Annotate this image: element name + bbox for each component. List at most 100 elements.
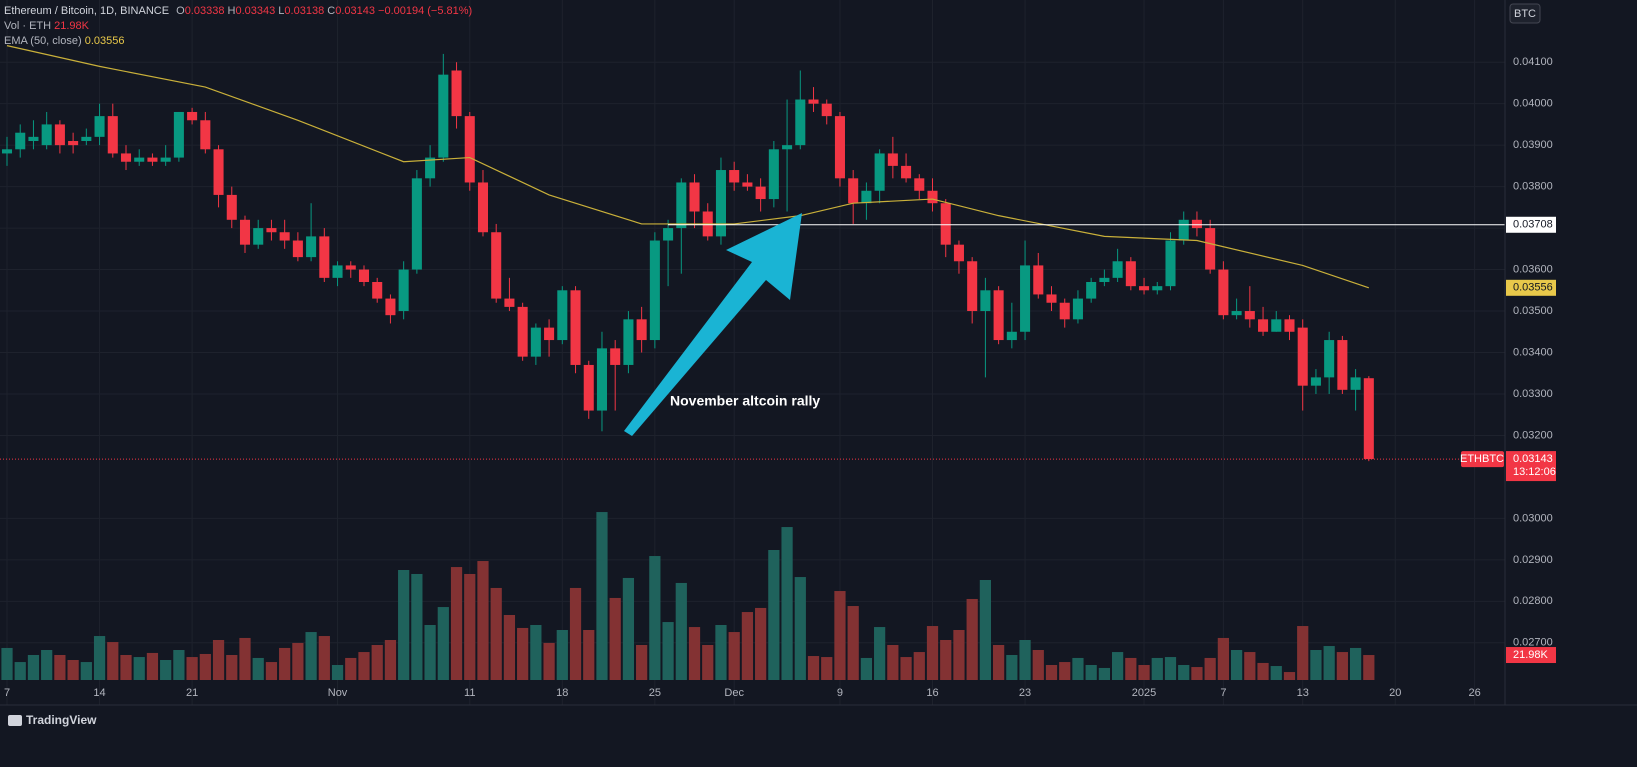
volume-bar [107,642,119,680]
volume-bar [93,636,106,680]
volume-bar [160,660,172,680]
volume-bar [371,645,383,680]
volume-bar [900,657,912,680]
volume-bar [556,630,568,680]
candle-body [266,228,277,233]
candle-body [1205,228,1216,270]
volume-bar [794,577,806,680]
volume-bar [860,657,873,680]
volume-bar [768,550,780,680]
volume-bar [331,665,344,680]
x-tick-label: Nov [328,687,348,699]
volume-bar [1138,665,1150,680]
volume-bar [1045,665,1058,680]
volume-bar [728,632,740,680]
candle-body [1244,311,1255,320]
volume-bar [120,655,132,680]
candle-body [940,203,951,245]
volume-bar [1204,657,1216,680]
h-value: 0.03343 [235,5,275,17]
volume-bar [649,556,661,680]
candle-body [623,319,634,365]
volume-bar [186,657,198,680]
candle-body [1258,319,1269,332]
candle-body [319,236,330,278]
overlay-layer [0,45,1505,460]
volume-bar [1270,666,1282,680]
candle-body [927,190,938,204]
symbol-box [1461,451,1504,468]
candle-body [715,170,726,237]
candle-body [663,228,674,241]
candle-body [544,327,555,341]
candle-body [372,282,383,299]
candle-body [980,290,991,312]
grid-layer [0,0,1505,705]
candle-body [1006,331,1017,341]
ema-value: 0.03556 [85,35,125,47]
o-label: O [176,5,185,17]
candle-body [398,269,409,312]
candle-body [28,136,39,141]
volume-bar [411,573,423,680]
volume-bar [622,577,635,680]
volume-label: 21.98K [1513,649,1549,661]
x-tick-label: 25 [649,687,661,699]
candle-body [649,240,660,341]
candle-body [953,244,964,262]
candle-body [292,240,303,258]
volume-bar [688,627,701,680]
candle-body [1086,282,1097,299]
volume-bar [702,645,714,680]
candle-body [610,348,621,365]
candle-body [411,178,422,270]
candle-body [15,132,26,150]
volume-bar [27,655,40,680]
y-tick-label: 0.02700 [1513,637,1553,649]
candle-body [1020,265,1031,332]
volume-bar [1297,626,1309,680]
y-tick-label: 0.02800 [1513,595,1553,607]
volume-bar [913,652,925,680]
candle-body [676,182,687,229]
currency-button[interactable] [1509,3,1541,24]
candle-body [160,157,171,162]
x-tick-label: 23 [1019,687,1031,699]
y-tick-label: 0.04000 [1513,98,1553,110]
candle-body [81,136,92,141]
volume-bar [1,647,13,680]
y-tick-label: 0.03000 [1513,512,1553,524]
x-tick-label: 20 [1389,687,1401,699]
candle-body [239,219,251,245]
x-tick-label: 13 [1297,687,1309,699]
volume-bar [67,660,79,680]
candle-body [1112,261,1123,278]
candle-body [1072,298,1083,320]
volume-bar [424,625,436,680]
volume-bar [292,642,304,680]
y-tick-label: 0.03400 [1513,346,1553,358]
candle-body [1350,377,1361,390]
candle-body [914,178,925,191]
x-tick-label: 21 [186,687,198,699]
volume-bar [503,615,516,680]
volume-bar [1217,637,1229,680]
h-label: H [228,5,236,17]
volume-bar [239,637,251,680]
volume-bar [755,607,767,680]
y-tick-label: 0.03600 [1513,263,1553,275]
volume-bar [609,597,621,680]
volume-bar [887,645,899,680]
candle-body [729,170,740,183]
y-tick-label: 0.03900 [1513,139,1553,151]
volume-bar [1323,646,1335,680]
volume-bar [1098,667,1111,680]
c-label: C [327,5,335,17]
volume-bar [1072,657,1084,680]
x-tick-label: 7 [4,687,10,699]
candle-body [1178,219,1189,241]
candle-body [1271,319,1282,332]
candle-body [1191,219,1202,229]
volume-bar [173,650,185,680]
legend-ema-row: EMA (50, close) 0.03556 [4,35,124,47]
